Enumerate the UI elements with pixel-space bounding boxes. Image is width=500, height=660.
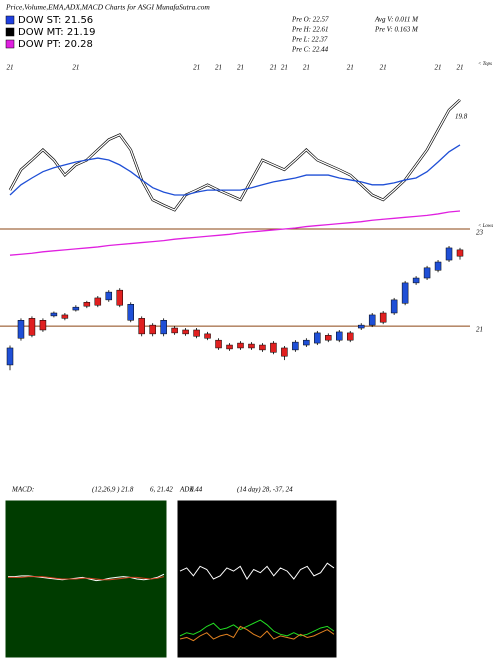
candle-body xyxy=(292,341,299,351)
annotation: 19.8 xyxy=(455,113,468,121)
line xyxy=(179,625,335,642)
candle-body xyxy=(314,332,321,344)
line xyxy=(8,576,165,581)
x-tick-label: 21 xyxy=(457,64,464,72)
x-tick-label: 21 xyxy=(435,64,442,72)
y-tick-label: 23 xyxy=(476,229,484,237)
candle-body xyxy=(423,267,431,279)
candle-body xyxy=(193,329,200,337)
line xyxy=(9,210,461,256)
annotation: < Lows xyxy=(478,224,493,229)
x-tick-label: 21 xyxy=(303,64,310,72)
x-tick-label: 21 xyxy=(193,64,200,72)
candle-body xyxy=(303,339,310,346)
info-text: Pre H: 22.61 xyxy=(291,26,328,34)
candle-body xyxy=(379,312,387,323)
candle-body xyxy=(237,342,244,349)
x-tick-label: 21 xyxy=(270,64,277,72)
candle-body xyxy=(182,329,189,335)
candle-body xyxy=(412,277,420,284)
macd-annotation: 6, 21.42 xyxy=(150,486,173,494)
candle-body xyxy=(28,318,36,336)
candle-body xyxy=(149,324,156,335)
legend-label: DOW MT: 21.19 xyxy=(18,27,95,38)
legend-swatch xyxy=(5,15,15,25)
macd-annotation: 0.44 xyxy=(190,486,203,494)
x-tick-label: 21 xyxy=(72,64,79,72)
x-tick-label: 21 xyxy=(7,64,14,72)
info-text: Pre L: 22.37 xyxy=(291,36,328,44)
x-tick-label: 21 xyxy=(347,64,354,72)
candle-body xyxy=(368,314,376,326)
legend-label: DOW ST: 21.56 xyxy=(18,15,93,26)
legend-swatch xyxy=(5,39,15,49)
line xyxy=(9,99,461,211)
line xyxy=(179,562,335,580)
legend-swatch xyxy=(5,27,15,37)
candle-body xyxy=(160,320,167,335)
y-tick-label: 21 xyxy=(476,326,483,334)
x-tick-label: 21 xyxy=(237,64,244,72)
candle-body xyxy=(215,339,222,349)
macd-title: MACD: xyxy=(11,486,34,494)
candle-body xyxy=(259,344,266,351)
x-tick-label: 21 xyxy=(281,64,288,72)
candle-body xyxy=(346,332,354,341)
candle-body xyxy=(94,297,102,306)
candle-body xyxy=(204,333,211,339)
candle-body xyxy=(6,347,14,366)
info-text: Avg V: 0.011 M xyxy=(374,16,419,24)
candle-body xyxy=(72,306,80,311)
candle-body xyxy=(336,331,343,341)
candle-body xyxy=(39,320,47,331)
info-text: Pre V: 0.163 M xyxy=(374,26,419,34)
line xyxy=(179,619,335,637)
candle-body xyxy=(248,343,255,349)
legend-label: DOW PT: 20.28 xyxy=(18,39,93,50)
x-tick-label: 21 xyxy=(380,64,387,72)
adx-title: ADX xyxy=(179,486,194,494)
candle-body xyxy=(434,261,442,271)
candle-body xyxy=(105,291,113,301)
macd-subtitle: (12,26,9 ) 21.8 xyxy=(92,486,134,494)
candle-body xyxy=(226,344,233,350)
candle-body xyxy=(138,318,145,335)
line xyxy=(9,144,461,196)
candle-body xyxy=(127,303,134,321)
line-outline xyxy=(8,98,461,212)
candle-body xyxy=(61,314,69,319)
info-text: Pre C: 22.44 xyxy=(291,46,329,54)
annotation: < Tops xyxy=(478,62,492,67)
candle-body xyxy=(401,282,409,304)
candle-body xyxy=(116,289,124,306)
adx-subtitle: (14 day) 28, -37, 24 xyxy=(237,486,293,494)
candle-body xyxy=(281,347,288,357)
chart-title: Price,Volume,EMA,ADX,MACD Charts for ASG… xyxy=(5,3,210,12)
candle-body xyxy=(17,320,25,339)
x-tick-label: 21 xyxy=(215,64,222,72)
candle-body xyxy=(325,335,332,341)
candle-body xyxy=(270,342,277,353)
candle-body xyxy=(171,327,178,334)
candle-body xyxy=(390,299,398,314)
candle-body xyxy=(456,249,464,257)
candle-body xyxy=(445,247,453,261)
candle-body xyxy=(357,324,365,329)
candle-body xyxy=(83,302,91,307)
candle-body xyxy=(50,312,58,317)
adx-panel xyxy=(176,499,338,659)
info-text: Pre O: 22.57 xyxy=(291,16,329,24)
macd-panel xyxy=(4,499,168,659)
